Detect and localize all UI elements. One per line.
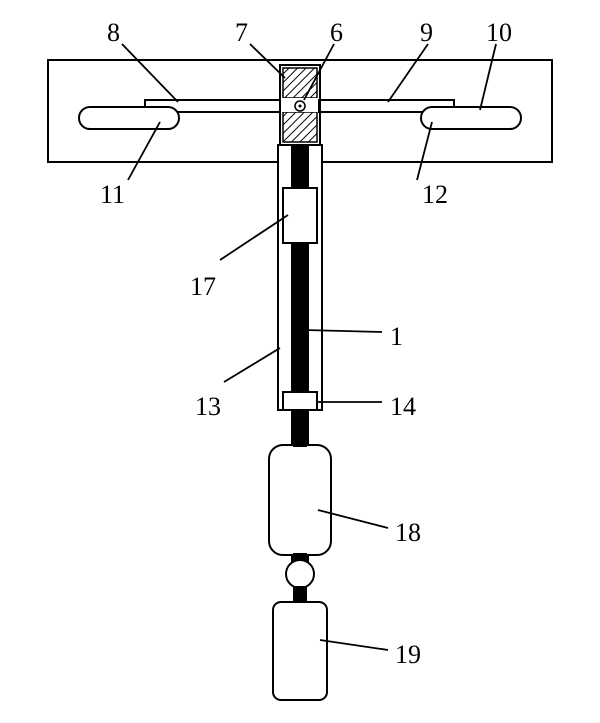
label-17: 17 <box>190 272 216 302</box>
label-14: 14 <box>390 392 416 422</box>
label-8: 8 <box>107 18 120 48</box>
label-6: 6 <box>330 18 343 48</box>
label-12: 12 <box>422 180 448 210</box>
diagram-container: 8 7 6 9 10 11 12 17 1 13 14 18 19 <box>0 0 600 723</box>
label-19: 19 <box>395 640 421 670</box>
label-10: 10 <box>486 18 512 48</box>
label-11: 11 <box>100 180 125 210</box>
label-9: 9 <box>420 18 433 48</box>
label-18: 18 <box>395 518 421 548</box>
label-7: 7 <box>235 18 248 48</box>
label-1: 1 <box>390 322 403 352</box>
label-13: 13 <box>195 392 221 422</box>
diagram-svg <box>0 0 600 723</box>
